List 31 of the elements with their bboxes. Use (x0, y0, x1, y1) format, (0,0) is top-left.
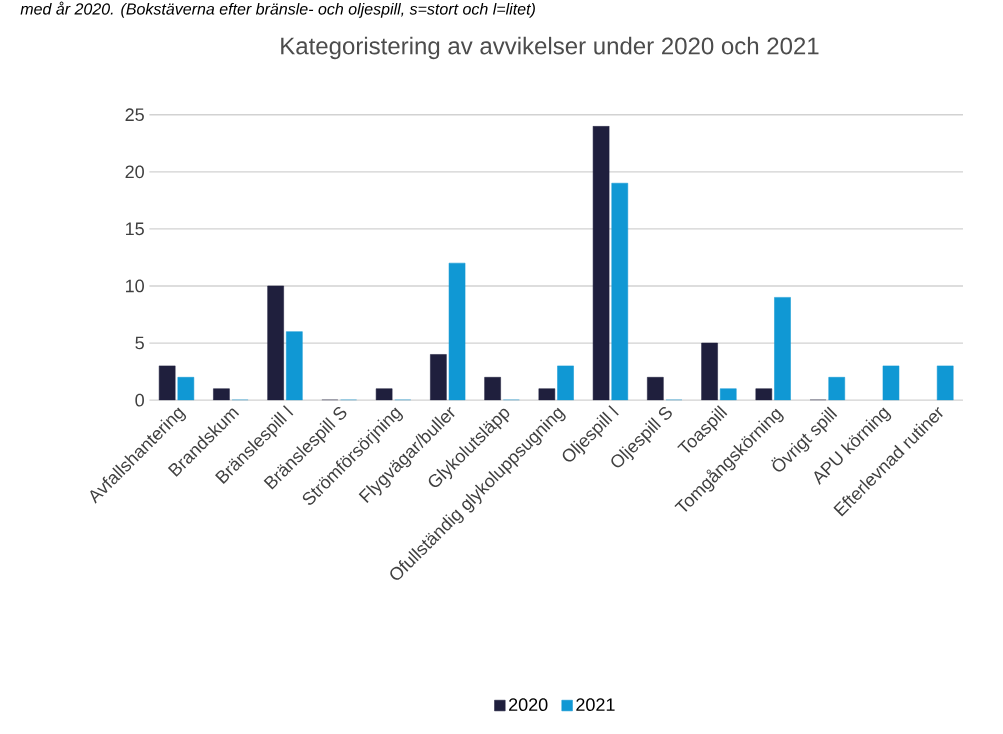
chart-title: Kategoristering av avvikelser under 2020 och 2021 (281, 37, 819, 60)
y-tick-label: 5 (135, 336, 144, 350)
bar (177, 377, 195, 401)
bar (158, 365, 176, 401)
y-tick-label: 25 (125, 108, 144, 122)
bar (774, 297, 791, 401)
legend-label: 2021 (576, 698, 615, 712)
bar (611, 183, 629, 401)
bar (267, 285, 284, 401)
bar (647, 377, 664, 401)
bar (557, 365, 574, 401)
bar (701, 342, 718, 401)
y-tick-label: 10 (126, 279, 144, 293)
bar (375, 388, 393, 401)
bar (755, 388, 773, 401)
y-tick-label: 20 (125, 165, 144, 179)
y-tick-label: 15 (126, 222, 144, 236)
y-tick-label: 0 (135, 393, 144, 407)
bar (882, 365, 900, 401)
bar (484, 377, 501, 401)
text: med år 2020. (Bokstäverna efter bränsle- och oljespill, s=stort och l=litet) (20, 1, 535, 19)
bar (286, 331, 303, 401)
bar (719, 388, 737, 401)
legend-label: 2020 (509, 698, 548, 712)
bar (936, 365, 954, 401)
bar (448, 263, 466, 401)
bar (430, 354, 447, 401)
bar (828, 377, 846, 401)
bar (213, 388, 230, 401)
bar (538, 388, 556, 401)
bar (592, 126, 610, 401)
